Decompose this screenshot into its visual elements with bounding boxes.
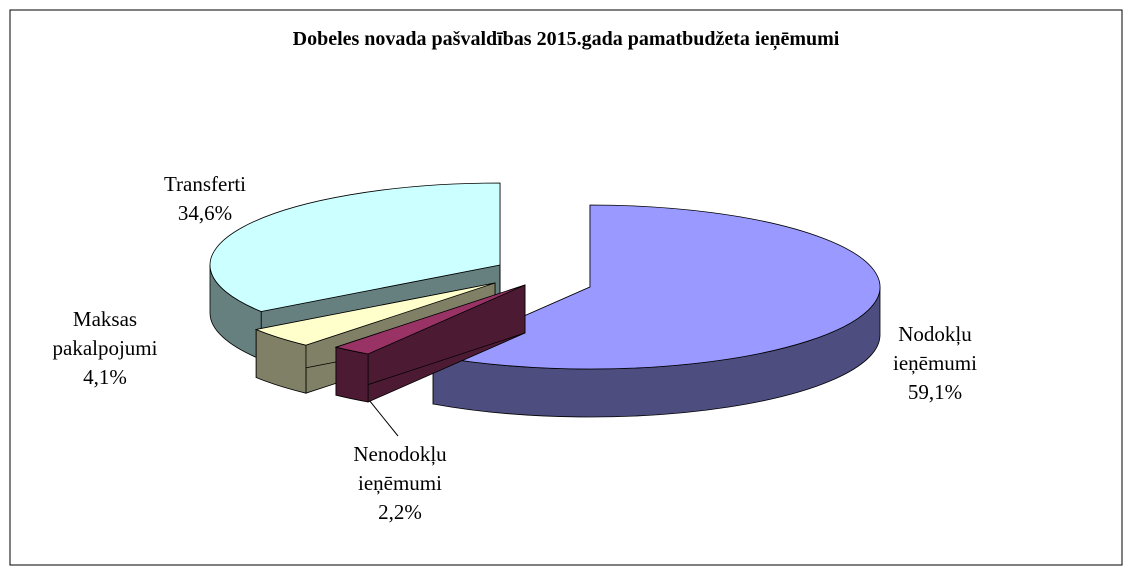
- data-label: Maksas pakalpojumi 4,1%: [30, 305, 180, 392]
- chart-title: Dobeles novada pašvaldības 2015.gada pam…: [292, 28, 840, 50]
- data-label: Transferti 34,6%: [130, 170, 280, 228]
- category-label: Transferti: [163, 172, 247, 196]
- category-label: Maksas pakalpojumi: [52, 307, 158, 360]
- slice-top: [334, 284, 526, 355]
- chart-border: [9, 9, 1123, 566]
- value-label: 34,6%: [177, 201, 233, 225]
- slice-top: [209, 182, 501, 312]
- data-label: Nenodokļu ieņēmumi 2,2%: [310, 440, 490, 527]
- value-label: 4,1%: [83, 365, 127, 389]
- slice: [334, 284, 526, 403]
- category-label: Nodokļu ieņēmumi: [893, 322, 977, 375]
- value-label: 2,2%: [378, 500, 422, 524]
- slice-wall: [335, 346, 369, 403]
- slice-top: [431, 204, 881, 370]
- slice-top: [254, 282, 496, 346]
- category-label: Nenodokļu ieņēmumi: [353, 442, 447, 495]
- value-label: 59,1%: [907, 380, 963, 404]
- slice: [431, 204, 881, 418]
- leader-line: [364, 394, 399, 437]
- data-label: Nodokļu ieņēmumi 59,1%: [860, 320, 1010, 407]
